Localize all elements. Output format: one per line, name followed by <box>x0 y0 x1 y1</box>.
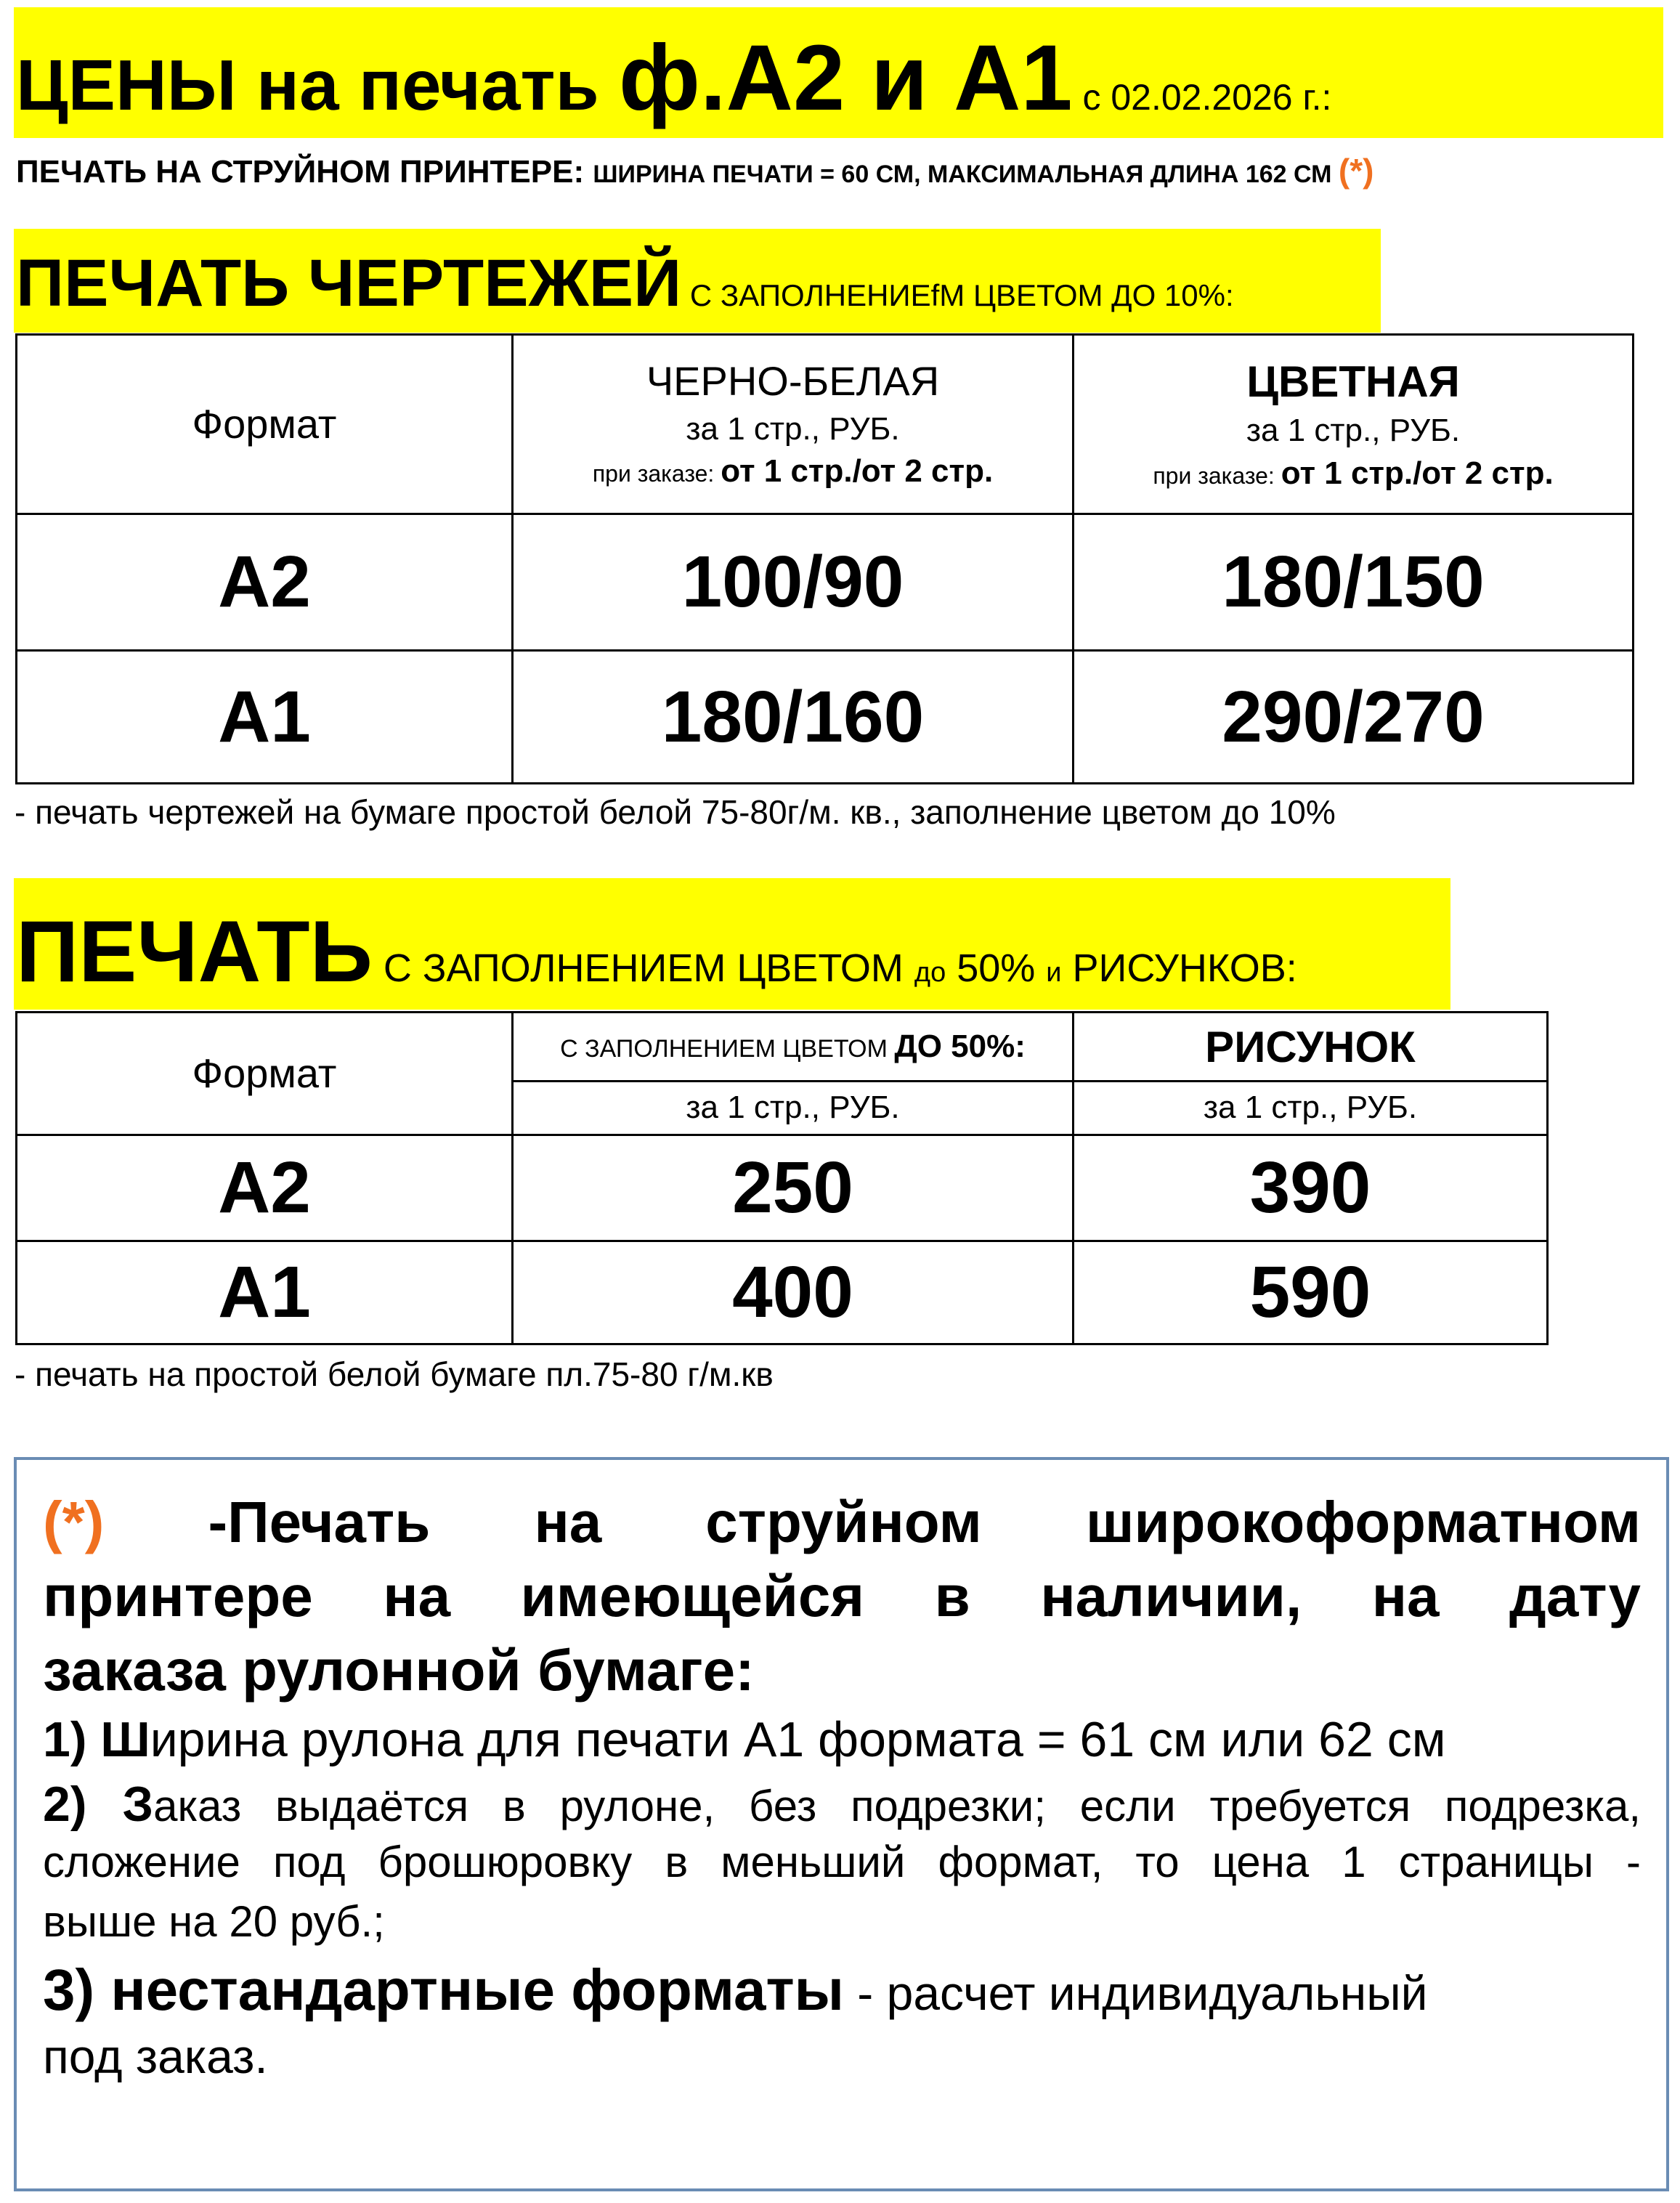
footnote-item2: 2) Заказ выдаётся в рулоне, без подрезки… <box>43 1775 1641 1835</box>
section2-sub3: 50% <box>946 946 1047 990</box>
section2-heading: ПЕЧАТЬ С ЗАПОЛНЕНИЕМ ЦВЕТОМ до 50% и РИС… <box>16 901 1297 1029</box>
section2-sub1: С ЗАПОЛНЕНИЕМ ЦВЕТОМ <box>372 946 914 990</box>
section2-sub5: РИСУНКОВ: <box>1061 946 1297 990</box>
bw-title: ЧЕРНО-БЕЛАЯ <box>646 358 940 405</box>
fill-price-table: Формат С ЗАПОЛНЕНИЕМ ЦВЕТОМ ДО 50%: РИСУ… <box>15 1011 1549 1345</box>
title-part1: ЦЕНЫ на печать <box>16 45 619 125</box>
footnote-line2: принтере на имеющейся в наличии, на дату <box>43 1564 1641 1628</box>
bw-order-value: от 1 стр./от 2 стр. <box>721 453 994 490</box>
item1-text: ирина рулона для печати А1 формата = 61 … <box>150 1712 1446 1767</box>
subtitle: ПЕЧАТЬ НА СТРУЙНОМ ПРИНТЕРЕ: ШИРИНА ПЕЧА… <box>16 149 1373 201</box>
subtitle-bold: ПЕЧАТЬ НА СТРУЙНОМ ПРИНТЕРЕ: <box>16 154 593 190</box>
item2-number: 2) З <box>43 1777 154 1832</box>
footnote-box: (*) -Печать на струйном широкоформатном … <box>14 1457 1669 2191</box>
drawings-price-table: Формат ЧЕРНО-БЕЛАЯ за 1 стр., РУБ. при з… <box>15 333 1634 784</box>
format-cell: А1 <box>15 1240 514 1345</box>
header-color: ЦВЕТНАЯ за 1 стр., РУБ. при заказе: от 1… <box>1072 333 1634 515</box>
subtitle-rest: ШИРИНА ПЕЧАТИ = 60 СМ, МАКСИМАЛЬНАЯ ДЛИН… <box>593 161 1339 188</box>
color-price-cell: 180/150 <box>1072 513 1634 652</box>
picture-price-cell: 390 <box>1072 1134 1549 1242</box>
color-order-label: при заказе: <box>1153 462 1281 489</box>
section1-note: - печать чертежей на бумаге простой бело… <box>15 793 1336 831</box>
section1-heading-band <box>14 229 1381 333</box>
footnote-asterisk-mark: (*) <box>43 1490 105 1554</box>
section1-title: ПЕЧАТЬ ЧЕРТЕЖЕЙ <box>16 246 682 320</box>
fill-price-cell: 400 <box>511 1240 1074 1345</box>
section2-sub2: до <box>914 957 946 988</box>
table-row: А2 250 390 <box>15 1134 1549 1242</box>
title-band <box>14 7 1663 138</box>
table-row: А1 400 590 <box>15 1240 1549 1345</box>
fill-unit: за 1 стр., РУБ. <box>511 1080 1074 1136</box>
color-order-value: от 1 стр./от 2 стр. <box>1281 455 1554 491</box>
header-format: Формат <box>15 1011 514 1136</box>
section2-heading-band <box>14 878 1450 1010</box>
footnote-item2-line2: сложение под брошюровку в меньший формат… <box>43 1838 1641 1886</box>
table-header-row: Формат ЧЕРНО-БЕЛАЯ за 1 стр., РУБ. при з… <box>15 333 1634 515</box>
item1-number: 1) Ш <box>43 1712 150 1767</box>
bw-price-cell: 180/160 <box>511 649 1074 784</box>
bw-unit: за 1 стр., РУБ. <box>686 410 900 447</box>
fill-title-bold: ДО 50%: <box>894 1028 1026 1064</box>
item2-text: аказ выдаётся в рулоне, без подрезки; ес… <box>153 1782 1641 1830</box>
footnote-item1: 1) Ширина рулона для печати А1 формата =… <box>43 1707 1641 1772</box>
footnote-line3: заказа рулонной бумаге: <box>43 1638 755 1703</box>
fill-title-small: С ЗАПОЛНЕНИЕМ ЦВЕТОМ <box>560 1034 895 1063</box>
format-cell: А2 <box>15 513 514 652</box>
color-price-cell: 290/270 <box>1072 649 1634 784</box>
table-header-row: Формат С ЗАПОЛНЕНИЕМ ЦВЕТОМ ДО 50%: РИСУ… <box>15 1011 1549 1136</box>
title-formats: ф.А2 и А1 <box>618 26 1073 130</box>
picture-price-cell: 590 <box>1072 1240 1549 1345</box>
table-subheader-row: за 1 стр., РУБ. за 1 стр., РУБ. <box>17 1080 1549 1136</box>
header-format: Формат <box>15 333 514 515</box>
subtitle-asterisk-mark: (*) <box>1338 152 1374 190</box>
bw-order-label: при заказе: <box>592 461 721 487</box>
color-title: ЦВЕТНАЯ <box>1246 357 1460 406</box>
format-cell: А2 <box>15 1134 514 1242</box>
table-row: А1 180/160 290/270 <box>15 649 1634 784</box>
footnote-line1: (*) -Печать на струйном широкоформатном <box>43 1486 1641 1559</box>
section1-heading: ПЕЧАТЬ ЧЕРТЕЖЕЙ С ЗАПОЛНЕНИЕfM ЦВЕТОМ ДО… <box>16 240 1234 346</box>
section1-subtitle: С ЗАПОЛНЕНИЕfM ЦВЕТОМ ДО 10%: <box>681 278 1234 312</box>
format-cell: А1 <box>15 649 514 784</box>
table-row: А2 100/90 180/150 <box>15 513 1634 652</box>
item3-bold: 3) нестандартные форматы <box>43 1957 844 2022</box>
footnote-item2-line3: выше на 20 руб.; <box>43 1897 385 1946</box>
color-unit: за 1 стр., РУБ. <box>1246 412 1461 448</box>
section2-sub4: и <box>1046 957 1062 988</box>
item3-text: - расчет индивидуальный <box>843 1966 1428 2020</box>
section2-title: ПЕЧАТЬ <box>16 903 373 1000</box>
footnote-line1-text: -Печать на струйном широкоформатном <box>104 1490 1641 1554</box>
title-date: с 02.02.2026 г.: <box>1072 77 1332 118</box>
picture-unit: за 1 стр., РУБ. <box>1072 1080 1549 1136</box>
page-title: ЦЕНЫ на печать ф.А2 и А1 с 02.02.2026 г.… <box>16 20 1331 165</box>
footnote-item3: 3) нестандартные форматы - расчет индиви… <box>43 1954 1641 2043</box>
header-fill: С ЗАПОЛНЕНИЕМ ЦВЕТОМ ДО 50%: <box>511 1011 1074 1082</box>
footnote-item3-line2: под заказ. <box>43 2029 268 2083</box>
section2-note: - печать на простой белой бумаге пл.75-8… <box>15 1355 774 1393</box>
bw-price-cell: 100/90 <box>511 513 1074 652</box>
header-bw: ЧЕРНО-БЕЛАЯ за 1 стр., РУБ. при заказе: … <box>511 333 1074 515</box>
header-picture: РИСУНОК <box>1072 1011 1549 1082</box>
fill-price-cell: 250 <box>511 1134 1074 1242</box>
